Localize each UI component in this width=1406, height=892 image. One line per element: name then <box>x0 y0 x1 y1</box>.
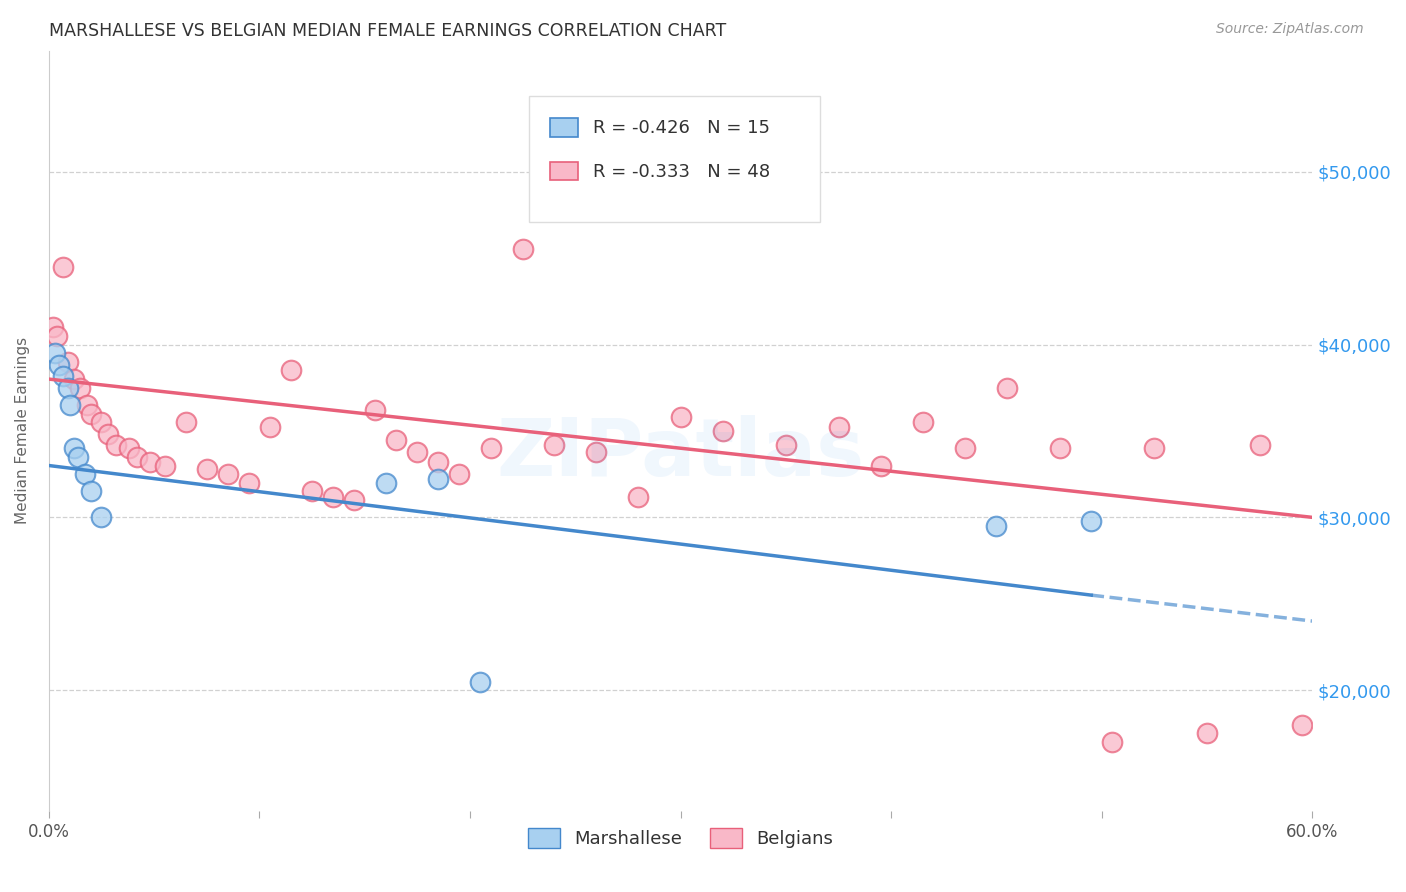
Point <box>1143 441 1166 455</box>
Point <box>259 420 281 434</box>
Point <box>52 368 75 383</box>
Text: MARSHALLESE VS BELGIAN MEDIAN FEMALE EARNINGS CORRELATION CHART: MARSHALLESE VS BELGIAN MEDIAN FEMALE EAR… <box>49 22 727 40</box>
Point <box>827 420 849 434</box>
Point <box>63 441 86 455</box>
Point <box>67 450 90 464</box>
Text: Source: ZipAtlas.com: Source: ZipAtlas.com <box>1216 22 1364 37</box>
Point <box>76 398 98 412</box>
Point <box>59 398 82 412</box>
Point <box>512 243 534 257</box>
Point <box>343 493 366 508</box>
Point <box>280 363 302 377</box>
Point <box>80 407 103 421</box>
Point <box>46 329 69 343</box>
Point <box>543 438 565 452</box>
Point <box>139 455 162 469</box>
Legend: Marshallese, Belgians: Marshallese, Belgians <box>520 821 841 855</box>
Point <box>105 438 128 452</box>
Point <box>449 467 471 482</box>
FancyBboxPatch shape <box>550 161 578 180</box>
Point <box>69 381 91 395</box>
FancyBboxPatch shape <box>529 96 820 222</box>
Point <box>479 441 502 455</box>
Point <box>118 441 141 455</box>
Point <box>374 475 396 490</box>
Point <box>63 372 86 386</box>
Point <box>97 427 120 442</box>
Point <box>711 424 734 438</box>
Point <box>911 415 934 429</box>
Point <box>1101 735 1123 749</box>
Point <box>986 519 1008 533</box>
Point <box>1249 438 1271 452</box>
Point <box>322 490 344 504</box>
Point <box>995 381 1018 395</box>
Point <box>238 475 260 490</box>
Point <box>73 467 96 482</box>
Point <box>1197 726 1219 740</box>
Point <box>427 455 450 469</box>
Point <box>869 458 891 473</box>
Point <box>217 467 239 482</box>
Point <box>953 441 976 455</box>
Point <box>174 415 197 429</box>
Point <box>1049 441 1071 455</box>
Point <box>56 381 79 395</box>
Text: ZIPatlas: ZIPatlas <box>496 415 865 492</box>
Point <box>42 320 65 334</box>
Point <box>44 346 66 360</box>
Point <box>80 484 103 499</box>
Point <box>90 415 112 429</box>
Point <box>406 444 429 458</box>
Text: R = -0.426   N = 15: R = -0.426 N = 15 <box>593 120 770 137</box>
Text: R = -0.333   N = 48: R = -0.333 N = 48 <box>593 162 770 180</box>
Point <box>669 410 692 425</box>
Point <box>385 433 408 447</box>
Point <box>470 674 492 689</box>
Point <box>364 403 387 417</box>
Point <box>48 358 70 372</box>
Point <box>301 484 323 499</box>
Y-axis label: Median Female Earnings: Median Female Earnings <box>15 337 30 524</box>
Point <box>56 355 79 369</box>
Point <box>127 450 149 464</box>
Point <box>52 260 75 274</box>
Point <box>153 458 176 473</box>
Point <box>627 490 650 504</box>
FancyBboxPatch shape <box>550 119 578 136</box>
Point <box>1291 718 1313 732</box>
Point <box>585 444 607 458</box>
Point <box>90 510 112 524</box>
Point <box>427 472 450 486</box>
Point <box>195 462 218 476</box>
Point <box>775 438 797 452</box>
Point <box>1080 514 1102 528</box>
